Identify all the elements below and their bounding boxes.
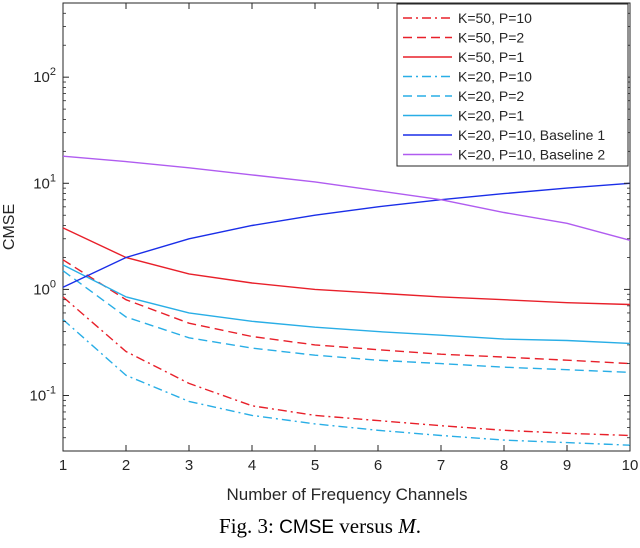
caption-variable: M bbox=[398, 514, 416, 538]
y-tick-label: 10-1 bbox=[30, 385, 56, 405]
x-tick-label: 9 bbox=[563, 457, 571, 474]
legend: K=50, P=10 K=50, P=2 K=50, P=1 K=20, P=10 K=… bbox=[396, 3, 629, 167]
legend-label: K=50, P=2 bbox=[458, 30, 524, 46]
legend-label: K=20, P=10, Baseline 2 bbox=[458, 147, 605, 163]
series-line-5 bbox=[62, 270, 631, 374]
x-tick-label: 8 bbox=[500, 457, 508, 474]
series-line-4 bbox=[62, 318, 631, 446]
y-axis-label: CMSE bbox=[1, 204, 18, 250]
y-tick-label: 100 bbox=[33, 278, 56, 298]
legend-label: K=20, P=1 bbox=[458, 108, 524, 124]
caption-prefix: Fig. 3: bbox=[219, 514, 274, 538]
series-line-1 bbox=[62, 296, 631, 437]
axis-layer: 1 2 3 4 5 6 7 8 9 10 10-1 100 101 102 bbox=[30, 3, 639, 474]
y-tick-label: 101 bbox=[33, 172, 56, 192]
legend-label: K=20, P=10 bbox=[458, 69, 532, 85]
series-line-6 bbox=[62, 264, 631, 345]
legend-label: K=50, P=1 bbox=[458, 49, 524, 65]
legend-label: K=20, P=10, Baseline 1 bbox=[458, 127, 605, 143]
caption-metric: CMSE bbox=[279, 517, 335, 538]
x-tick-label: 6 bbox=[374, 457, 382, 474]
series-line-8 bbox=[62, 155, 631, 241]
caption-suffix: . bbox=[415, 514, 421, 538]
x-tick-label: 1 bbox=[59, 457, 67, 474]
x-tick-label: 4 bbox=[248, 457, 256, 474]
x-tick-label: 2 bbox=[122, 457, 130, 474]
series-line-7 bbox=[62, 182, 631, 288]
x-tick-label: 7 bbox=[437, 457, 445, 474]
legend-label: K=50, P=10 bbox=[458, 10, 532, 26]
figure-caption: Fig. 3: CMSE versus M. bbox=[0, 514, 640, 539]
series-line-2 bbox=[62, 259, 631, 365]
x-axis-label: Number of Frequency Channels bbox=[227, 485, 468, 504]
x-tick-label: 10 bbox=[622, 457, 639, 474]
legend-label: K=20, P=2 bbox=[458, 88, 524, 104]
x-tick-label: 3 bbox=[185, 457, 193, 474]
series-line-3 bbox=[62, 227, 631, 306]
series-layer bbox=[62, 155, 631, 446]
y-tick-label: 102 bbox=[33, 66, 56, 86]
caption-word: versus bbox=[339, 514, 393, 538]
x-tick-label: 5 bbox=[311, 457, 319, 474]
legend-box bbox=[396, 3, 629, 167]
cmse-line-chart: 1 2 3 4 5 6 7 8 9 10 10-1 100 101 102 Number of Frequ… bbox=[1, 2, 639, 504]
